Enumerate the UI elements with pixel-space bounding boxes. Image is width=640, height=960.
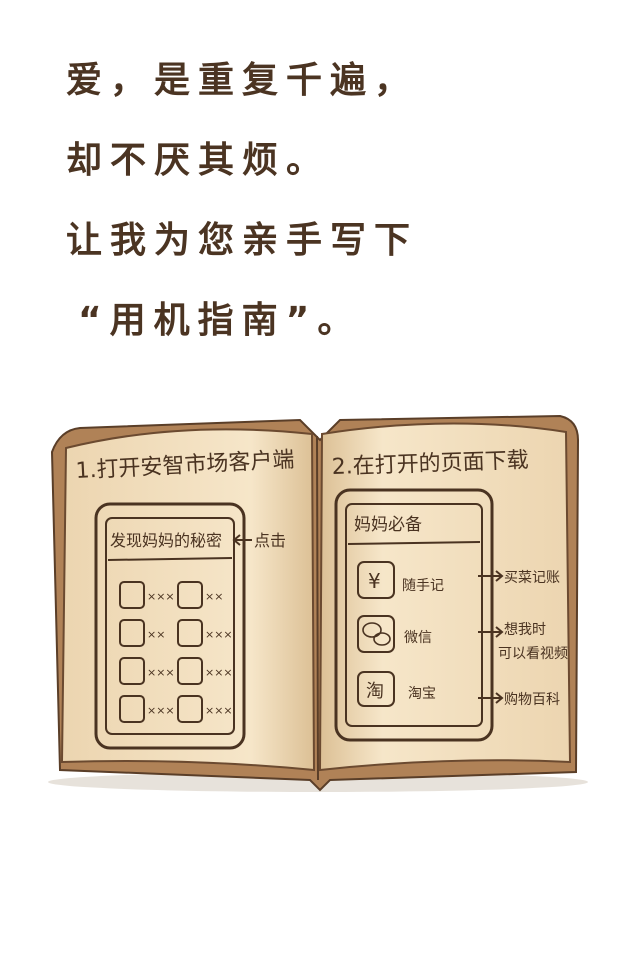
arrow-right [478, 626, 504, 638]
app-square [119, 619, 145, 647]
poem-line-1: 爱，是重复千遍， [66, 60, 419, 101]
app-label: ××× [147, 590, 175, 603]
app-icon-taobao [357, 671, 395, 707]
app-label: ××× [205, 628, 233, 641]
app-label: ××× [205, 704, 233, 717]
right-phone-title: 妈妈必备 [354, 515, 422, 535]
book-spine [316, 435, 319, 781]
app-square [119, 581, 145, 609]
app-name-wechat: 微信 [404, 630, 432, 646]
app-name-taobao: 淘宝 [408, 686, 436, 702]
app-name-suishouji: 随手记 [402, 578, 444, 594]
app-grid: ××× ×× ×× ××× ××× ××× ××× ××× [119, 581, 233, 723]
app-square [177, 619, 203, 647]
right-page [318, 422, 572, 772]
left-phone-title-divider [107, 557, 233, 561]
poem-line-3: 让我为您亲手写下 [66, 220, 419, 261]
annotation-wechat-2: 可以看视频 [498, 646, 568, 662]
app-square [177, 581, 203, 609]
left-phone-title: 发现妈妈的秘密 [110, 531, 222, 550]
app-label: ××× [147, 704, 175, 717]
poem: 爱，是重复千遍， 却不厌其烦。 让我为您亲手写下 “用机指南”。 [66, 62, 586, 382]
annotation-suishouji: 买菜记账 [504, 570, 560, 586]
app-square [177, 657, 203, 685]
annotation-arrow [232, 534, 252, 546]
wechat-icon [362, 622, 391, 646]
poem-line-2: 却不厌其烦。 [66, 140, 331, 181]
left-phone-outline [94, 502, 246, 750]
yen-icon: ¥ [368, 569, 381, 593]
arrow-right [478, 692, 504, 704]
app-label: ×× [205, 590, 223, 603]
annotation-wechat-1: 想我时 [504, 622, 546, 638]
app-square [177, 695, 203, 723]
right-phone-outline [334, 488, 494, 742]
app-label: ××× [205, 666, 233, 679]
taobao-icon: 淘 [366, 681, 384, 702]
right-phone-title-divider [347, 541, 481, 545]
right-phone-screen [345, 503, 483, 727]
app-square [119, 695, 145, 723]
app-label: ×× [147, 628, 165, 641]
app-label: ××× [147, 666, 175, 679]
arrow-right [478, 570, 504, 582]
app-icon-wechat [357, 615, 395, 653]
annotation-click: 点击 [254, 531, 286, 550]
app-icon-suishouji [357, 561, 395, 599]
annotation-taobao: 购物百科 [504, 692, 560, 708]
app-square [119, 657, 145, 685]
left-phone-screen [105, 517, 235, 735]
poem-line-4: “用机指南”。 [78, 300, 362, 341]
